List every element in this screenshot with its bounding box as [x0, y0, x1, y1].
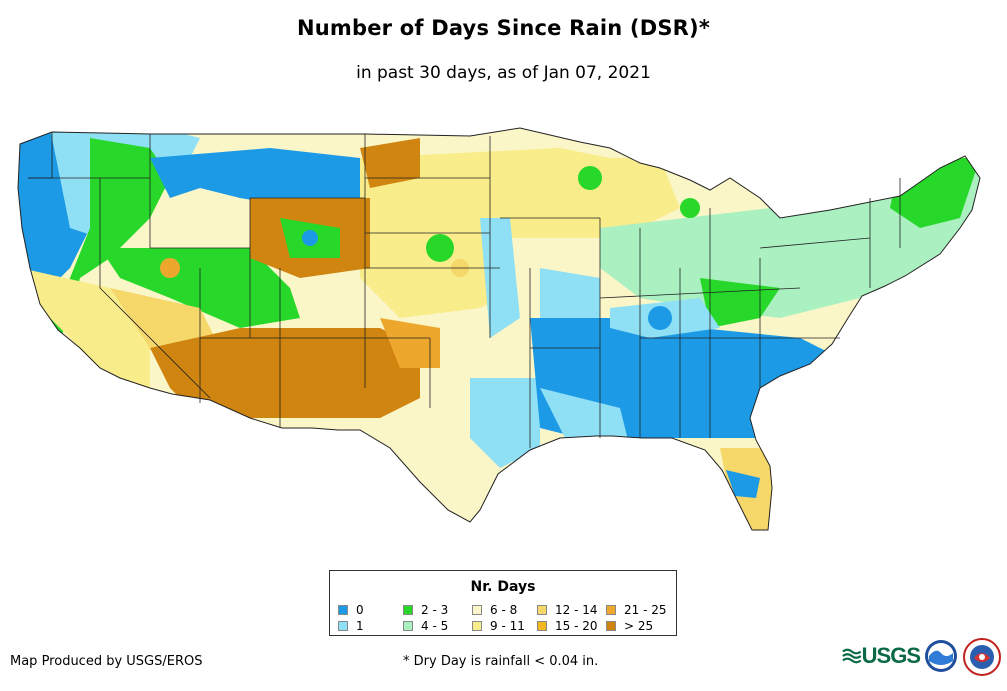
legend-item: 21 - 25 — [606, 603, 667, 617]
legend-item: 4 - 5 — [403, 619, 448, 633]
usgs-logo: USGS — [842, 641, 921, 671]
legend-label: 6 - 8 — [490, 603, 518, 617]
legend-label: 9 - 11 — [490, 619, 525, 633]
legend-swatch — [403, 621, 413, 631]
legend-item: 6 - 8 — [472, 603, 517, 617]
us-dsr-map — [17, 127, 981, 531]
legend-item: 2 - 3 — [403, 603, 448, 617]
legend-swatch — [472, 605, 482, 615]
nws-logo-icon — [963, 638, 1001, 676]
legend-label: 21 - 25 — [624, 603, 667, 617]
legend-label: 1 — [356, 619, 364, 633]
legend-swatch — [338, 605, 348, 615]
legend-label: 0 — [356, 603, 364, 617]
usgs-logo-text: USGS — [861, 643, 921, 668]
legend-title: Nr. Days — [470, 579, 536, 595]
legend-swatch — [338, 621, 348, 631]
credit-text: Map Produced by USGS/EROS — [10, 654, 203, 669]
usgs-wave-icon — [842, 648, 862, 664]
legend-item: 15 - 20 — [537, 619, 598, 633]
legend-item: 9 - 11 — [472, 619, 525, 633]
legend-swatch — [537, 621, 547, 631]
legend-swatch — [472, 621, 482, 631]
map-legend: Nr. Days 0 1 2 - 3 4 - 5 6 - 8 9 - 11 12… — [329, 570, 677, 636]
map-title: Number of Days Since Rain (DSR)* — [296, 16, 711, 40]
legend-item: 12 - 14 — [537, 603, 598, 617]
legend-label: 12 - 14 — [555, 603, 598, 617]
legend-label: 15 - 20 — [555, 619, 598, 633]
legend-label: 4 - 5 — [421, 619, 449, 633]
legend-label: 2 - 3 — [421, 603, 449, 617]
dry-day-note: * Dry Day is rainfall < 0.04 in. — [403, 654, 599, 669]
legend-item: 0 — [338, 603, 364, 617]
legend-item: > 25 — [606, 619, 653, 633]
legend-swatch — [537, 605, 547, 615]
noaa-logo-icon — [925, 640, 957, 672]
legend-item: 1 — [338, 619, 364, 633]
map-subtitle: in past 30 days, as of Jan 07, 2021 — [356, 63, 651, 83]
legend-swatch — [403, 605, 413, 615]
legend-swatch — [606, 605, 616, 615]
legend-swatch — [606, 621, 616, 631]
legend-label: > 25 — [624, 619, 654, 633]
